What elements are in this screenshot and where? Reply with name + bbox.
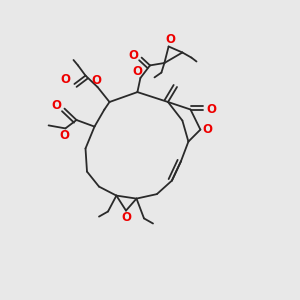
- Text: O: O: [51, 99, 61, 112]
- Text: O: O: [128, 49, 138, 62]
- Text: O: O: [202, 123, 212, 136]
- Text: O: O: [206, 103, 216, 116]
- Text: O: O: [60, 73, 70, 86]
- Text: O: O: [60, 128, 70, 142]
- Text: O: O: [132, 65, 142, 78]
- Text: O: O: [121, 211, 131, 224]
- Text: O: O: [91, 74, 101, 88]
- Text: O: O: [165, 33, 175, 46]
